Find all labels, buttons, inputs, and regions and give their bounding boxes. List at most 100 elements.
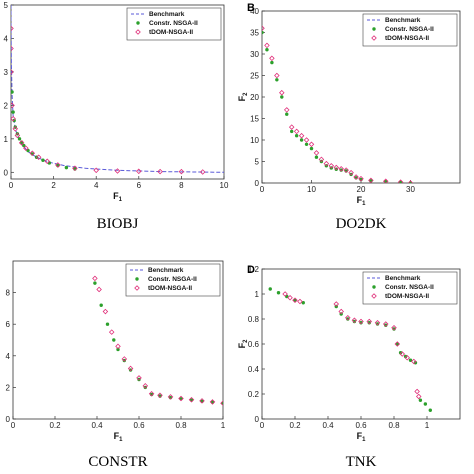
- legend-label: Constr. NSGA-II: [385, 26, 434, 33]
- legend: Benchmark Constr. NSGA-II tDOM-NSGA-II: [125, 263, 221, 297]
- tdom-nsga2-point: [44, 158, 50, 165]
- tdom-nsga2-point: [333, 301, 340, 307]
- tdom-nsga2-point: [308, 141, 315, 148]
- tdom-nsga2-point: [343, 167, 349, 173]
- constr-nsga2-point: [11, 90, 14, 94]
- y-tick-label: 35: [250, 29, 259, 38]
- constr-nsga2-point: [105, 322, 110, 326]
- tdom-nsga2-point: [157, 392, 163, 399]
- constr-nsga2-point: [275, 78, 279, 82]
- legend-label: tDOM-NSGA-II: [148, 285, 192, 292]
- constr-nsga2-point: [285, 112, 289, 116]
- legend-label: Benchmark: [385, 275, 421, 282]
- tdom-nsga2-point: [72, 165, 78, 172]
- tdom-nsga2-point: [148, 390, 155, 397]
- tdom-nsga2-point: [35, 154, 42, 161]
- constr-nsga2-point: [290, 129, 294, 134]
- y-tick-label: 15: [250, 115, 259, 124]
- y-tick-label: 25: [250, 72, 259, 81]
- tdom-nsga2-point: [297, 298, 303, 305]
- tdom-nsga2-point: [93, 167, 99, 174]
- constr-nsga2-point: [423, 402, 428, 406]
- tdom-nsga2-point: [415, 393, 422, 400]
- tdom-nsga2-point: [298, 132, 305, 139]
- panel-4: 0 0.2 0.4 0.6 0.8 1 0 0.2 0.4 0.6 0.8 1 1.2 F1 F2 D TNK B…: [237, 264, 461, 470]
- y-tick-label: 3: [4, 68, 9, 77]
- constr-nsga2-point: [352, 319, 357, 324]
- x-axis-label: F1: [357, 195, 367, 207]
- legend: Benchmark Constr. NSGA-II tDOM-NSGA-II: [362, 271, 458, 305]
- tdom-nsga2-point: [12, 126, 19, 132]
- legend-tdom-swatch: [371, 35, 377, 41]
- y-tick-label: 1: [255, 290, 260, 299]
- y-tick-label: 4: [6, 352, 11, 361]
- constr-nsga2-point: [314, 155, 319, 159]
- y-tick-label: 0.8: [248, 315, 260, 324]
- tdom-nsga2-point: [358, 318, 364, 325]
- tdom-nsga2-point: [368, 177, 374, 183]
- constr-nsga2-point: [268, 287, 272, 291]
- y-tick-label: 2: [6, 383, 11, 392]
- tdom-nsga2-point: [11, 69, 14, 75]
- legend-label: Benchmark: [149, 11, 185, 18]
- constr-nsga2-point: [116, 347, 120, 352]
- x-tick-label: 0.4: [91, 421, 103, 430]
- constr-nsga2-point: [11, 110, 15, 114]
- y-tick-label: 4: [4, 34, 9, 43]
- tdom-nsga2-point: [18, 140, 25, 146]
- x-tick-label: 0: [260, 421, 265, 430]
- tdom-nsga2-point: [11, 116, 16, 122]
- y-tick-label: 30: [250, 50, 259, 59]
- tdom-nsga2-point: [29, 150, 36, 157]
- legend-constr-swatch: [372, 285, 376, 289]
- constr-nsga2-point: [262, 30, 264, 35]
- x-tick-label: 0: [260, 185, 265, 194]
- tdom-nsga2-point: [55, 162, 61, 168]
- tdom-nsga2-point: [199, 398, 205, 404]
- tdom-nsga2-point: [102, 308, 109, 315]
- tdom-nsga2-point: [96, 286, 102, 293]
- tdom-nsga2-point: [394, 341, 401, 347]
- x-tick-label: 30: [406, 185, 415, 194]
- constr-nsga2-point: [64, 165, 69, 170]
- tdom-nsga2-point: [338, 166, 344, 172]
- constr-nsga2-point: [304, 142, 309, 146]
- y-tick-label: 0: [255, 415, 260, 424]
- legend-label: Constr. NSGA-II: [148, 276, 197, 283]
- panel-letter: D: [247, 264, 255, 276]
- constr-nsga2-point: [384, 323, 388, 327]
- x-axis-label-subscript: 1: [119, 197, 123, 203]
- x-tick-label: 0.2: [289, 421, 301, 430]
- tdom-nsga2-point: [318, 156, 325, 163]
- tdom-nsga2-point: [108, 329, 115, 335]
- x-tick-label: 0.8: [175, 421, 187, 430]
- tdom-nsga2-point: [14, 132, 21, 139]
- y-axis-label: F2: [237, 92, 249, 102]
- constr-nsga2-point: [299, 138, 304, 142]
- tdom-nsga2-point: [283, 107, 290, 113]
- legend-label: tDOM-NSGA-II: [385, 293, 429, 300]
- y-tick-label: 0.2: [248, 390, 260, 399]
- y-tick-label: 6: [6, 320, 11, 329]
- x-tick-label: 0.6: [355, 421, 367, 430]
- y-tick-label: 1.2: [248, 265, 260, 274]
- tdom-nsga2-point: [374, 319, 381, 326]
- tdom-nsga2-point: [209, 399, 216, 405]
- tdom-nsga2-point: [288, 124, 295, 130]
- constr-nsga2-point: [128, 368, 133, 372]
- tdom-nsga2-point: [274, 72, 280, 79]
- tdom-nsga2-point: [382, 321, 389, 327]
- legend-box: [125, 263, 221, 297]
- y-tick-label: 10: [250, 136, 259, 145]
- tdom-nsga2-point: [351, 317, 358, 324]
- x-tick-label: 1: [425, 421, 430, 430]
- constr-nsga2-point: [41, 158, 45, 162]
- tdom-nsga2-point: [11, 45, 14, 52]
- legend-label: tDOM-NSGA-II: [149, 29, 193, 36]
- tdom-nsga2-point: [142, 383, 149, 389]
- constr-nsga2-point: [270, 60, 274, 65]
- data-layer: [262, 25, 414, 183]
- y-axis-label: F2: [237, 339, 249, 349]
- x-tick-label: 6: [137, 181, 142, 190]
